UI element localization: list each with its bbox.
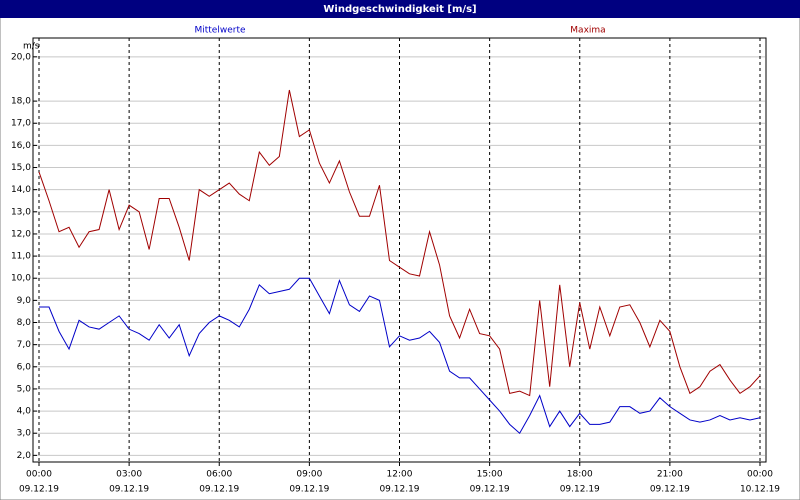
y-tick-label: 2,0: [17, 451, 32, 461]
y-tick-label: 6,0: [17, 362, 32, 372]
x-tick-label: 00:00: [747, 470, 773, 480]
series-line: [39, 277, 761, 435]
y-tick-label: 13,0: [11, 207, 31, 217]
y-tick-label: 10,0: [11, 274, 31, 284]
y-tick-label: 4,0: [17, 407, 32, 417]
x-tick-label: 06:00: [206, 470, 232, 480]
y-tick-label: 20,0: [11, 52, 31, 62]
title-bar: [0, 0, 800, 18]
x-tick-date: 09.12.19: [199, 485, 239, 495]
y-tick-label: 9,0: [17, 296, 32, 306]
x-tick-label: 09:00: [296, 470, 322, 480]
legend-label: Mittelwerte: [194, 26, 245, 36]
y-tick-label: 11,0: [11, 252, 31, 262]
chart-title: Windgeschwindigkeit [m/s]: [323, 4, 476, 15]
y-tick-label: 18,0: [11, 97, 31, 107]
x-tick-date: 09.12.19: [289, 485, 329, 495]
x-tick-label: 03:00: [116, 470, 142, 480]
x-tick-label: 21:00: [657, 470, 683, 480]
y-tick-label: 15,0: [11, 163, 31, 173]
y-tick-label: 3,0: [17, 429, 32, 439]
x-tick-label: 18:00: [567, 470, 593, 480]
y-tick-label: 5,0: [17, 384, 32, 394]
y-tick-label: 17,0: [11, 119, 31, 129]
legend-label: Maxima: [570, 26, 605, 36]
x-tick-date: 10.12.19: [740, 485, 780, 495]
x-tick-date: 09.12.19: [470, 485, 510, 495]
y-axis-label: m/s: [23, 42, 40, 52]
x-tick-label: 00:00: [26, 470, 52, 480]
x-tick-label: 15:00: [477, 470, 503, 480]
x-tick-date: 09.12.19: [650, 485, 690, 495]
x-tick-label: 12:00: [387, 470, 413, 480]
x-tick-date: 09.12.19: [560, 485, 600, 495]
x-tick-date: 09.12.19: [109, 485, 149, 495]
y-tick-label: 14,0: [11, 185, 31, 195]
x-tick-date: 09.12.19: [379, 485, 419, 495]
x-tick-date: 09.12.19: [19, 485, 59, 495]
y-tick-label: 12,0: [11, 229, 31, 239]
y-tick-label: 8,0: [17, 318, 32, 328]
series-line: [38, 89, 761, 397]
y-tick-label: 16,0: [11, 141, 31, 151]
y-tick-label: 7,0: [17, 340, 32, 350]
